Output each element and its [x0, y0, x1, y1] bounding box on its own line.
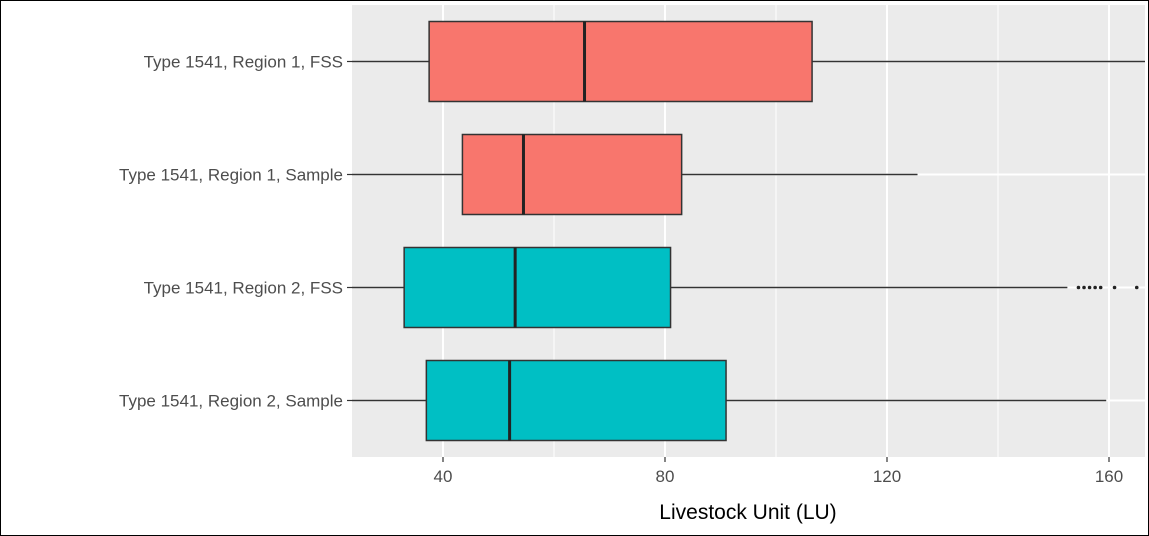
box — [403, 246, 672, 329]
y-tick-label: Type 1541, Region 2, Sample — [119, 392, 343, 411]
boxes — [352, 20, 1145, 442]
x-tick-label: 160 — [1095, 467, 1123, 486]
x-axis: 40 80 120 160 — [434, 457, 1123, 486]
box — [425, 359, 727, 442]
outlier-point — [1076, 285, 1081, 290]
x-axis-title: Livestock Unit (LU) — [659, 501, 836, 524]
y-tick-label: Type 1541, Region 2, FSS — [144, 279, 343, 298]
y-axis: Type 1541, Region 1, FSS Type 1541, Regio… — [119, 53, 352, 411]
outlier-point — [1093, 285, 1097, 290]
box — [461, 133, 683, 216]
y-tick-label: Type 1541, Region 1, FSS — [144, 53, 343, 72]
outlier-point — [1087, 285, 1092, 290]
outlier-point — [1112, 285, 1117, 290]
outlier-point — [1098, 285, 1103, 290]
box — [428, 20, 813, 103]
y-tick-label: Type 1541, Region 1, Sample — [119, 166, 343, 185]
outlier-point — [1134, 285, 1139, 290]
x-tick-label: 80 — [656, 467, 675, 486]
x-tick-label: 40 — [434, 467, 453, 486]
outlier-point — [1082, 285, 1086, 290]
x-tick-label: 120 — [873, 467, 901, 486]
